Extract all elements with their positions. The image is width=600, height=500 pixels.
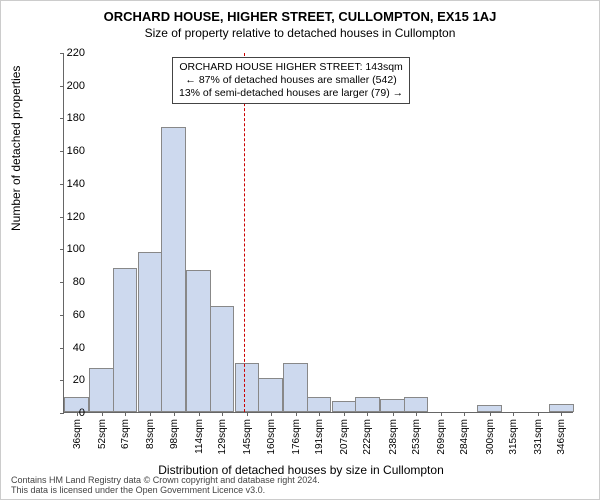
- y-tick-label: 0: [45, 407, 85, 419]
- x-tick-mark: [125, 412, 126, 416]
- x-tick-label: 129sqm: [217, 419, 228, 455]
- histogram-bar: [355, 397, 379, 412]
- histogram-bar: [113, 268, 137, 412]
- x-tick-label: 207sqm: [339, 419, 350, 455]
- x-tick-mark: [150, 412, 151, 416]
- y-tick-label: 220: [45, 47, 85, 59]
- x-tick-label: 253sqm: [411, 419, 422, 455]
- y-tick-label: 200: [45, 80, 85, 92]
- y-tick-label: 60: [45, 309, 85, 321]
- x-tick-mark: [513, 412, 514, 416]
- x-tick-label: 222sqm: [362, 419, 373, 455]
- y-tick-label: 140: [45, 178, 85, 190]
- histogram-bar: [186, 270, 210, 412]
- footer-line-1: Contains HM Land Registry data © Crown c…: [11, 475, 320, 485]
- x-tick-mark: [367, 412, 368, 416]
- x-tick-label: 331sqm: [533, 419, 544, 455]
- x-tick-label: 145sqm: [242, 419, 253, 455]
- x-tick-label: 114sqm: [194, 419, 205, 454]
- x-tick-label: 238sqm: [388, 419, 399, 455]
- y-tick-label: 100: [45, 243, 85, 255]
- x-tick-mark: [393, 412, 394, 416]
- histogram-bar: [138, 252, 162, 412]
- footer-line-2: This data is licensed under the Open Gov…: [11, 485, 320, 495]
- x-tick-mark: [561, 412, 562, 416]
- histogram-bar: [161, 127, 185, 412]
- annotation-line-1: ORCHARD HOUSE HIGHER STREET: 143sqm: [179, 61, 403, 74]
- annotation-box: ORCHARD HOUSE HIGHER STREET: 143sqm← 87%…: [172, 57, 410, 104]
- histogram-bar: [89, 368, 113, 412]
- annotation-line-2: ← 87% of detached houses are smaller (54…: [179, 74, 403, 87]
- x-tick-mark: [490, 412, 491, 416]
- x-tick-mark: [344, 412, 345, 416]
- x-tick-label: 36sqm: [72, 419, 83, 449]
- annotation-line-3: 13% of semi-detached houses are larger (…: [179, 87, 403, 100]
- histogram-bar: [307, 397, 331, 412]
- histogram-bar: [283, 363, 307, 412]
- y-axis-label: Number of detached properties: [9, 66, 23, 231]
- histogram-bar: [235, 363, 259, 412]
- x-tick-label: 160sqm: [266, 419, 277, 455]
- x-tick-mark: [416, 412, 417, 416]
- x-tick-mark: [199, 412, 200, 416]
- x-tick-mark: [538, 412, 539, 416]
- x-tick-label: 300sqm: [485, 419, 496, 455]
- x-tick-label: 98sqm: [169, 419, 180, 449]
- y-tick-label: 80: [45, 276, 85, 288]
- x-tick-mark: [222, 412, 223, 416]
- histogram-bar: [549, 404, 573, 412]
- chart-area: ORCHARD HOUSE HIGHER STREET: 143sqm← 87%…: [63, 53, 573, 413]
- histogram-bar: [258, 378, 282, 412]
- x-tick-label: 67sqm: [120, 419, 131, 449]
- chart-subtitle: Size of property relative to detached ho…: [1, 24, 599, 44]
- x-tick-label: 52sqm: [97, 419, 108, 449]
- y-tick-label: 120: [45, 211, 85, 223]
- x-tick-label: 346sqm: [556, 419, 567, 455]
- histogram-bar: [332, 401, 356, 412]
- reference-line: [244, 53, 245, 412]
- y-tick-label: 180: [45, 112, 85, 124]
- histogram-bar: [380, 399, 404, 412]
- histogram-bar: [477, 405, 501, 412]
- x-tick-label: 191sqm: [314, 419, 325, 455]
- x-tick-mark: [271, 412, 272, 416]
- footer-attribution: Contains HM Land Registry data © Crown c…: [11, 475, 320, 495]
- x-tick-mark: [441, 412, 442, 416]
- x-tick-label: 284sqm: [459, 419, 470, 455]
- x-tick-mark: [247, 412, 248, 416]
- x-tick-mark: [296, 412, 297, 416]
- y-tick-label: 160: [45, 145, 85, 157]
- x-tick-mark: [174, 412, 175, 416]
- histogram-bar: [404, 397, 428, 412]
- x-tick-mark: [319, 412, 320, 416]
- y-tick-label: 20: [45, 374, 85, 386]
- y-tick-label: 40: [45, 342, 85, 354]
- plot-region: ORCHARD HOUSE HIGHER STREET: 143sqm← 87%…: [63, 53, 573, 413]
- x-tick-label: 269sqm: [436, 419, 447, 455]
- histogram-bar: [210, 306, 234, 412]
- x-tick-mark: [464, 412, 465, 416]
- x-tick-mark: [102, 412, 103, 416]
- x-tick-label: 176sqm: [291, 419, 302, 455]
- chart-title: ORCHARD HOUSE, HIGHER STREET, CULLOMPTON…: [1, 1, 599, 24]
- x-tick-label: 315sqm: [508, 419, 519, 455]
- x-tick-label: 83sqm: [145, 419, 156, 449]
